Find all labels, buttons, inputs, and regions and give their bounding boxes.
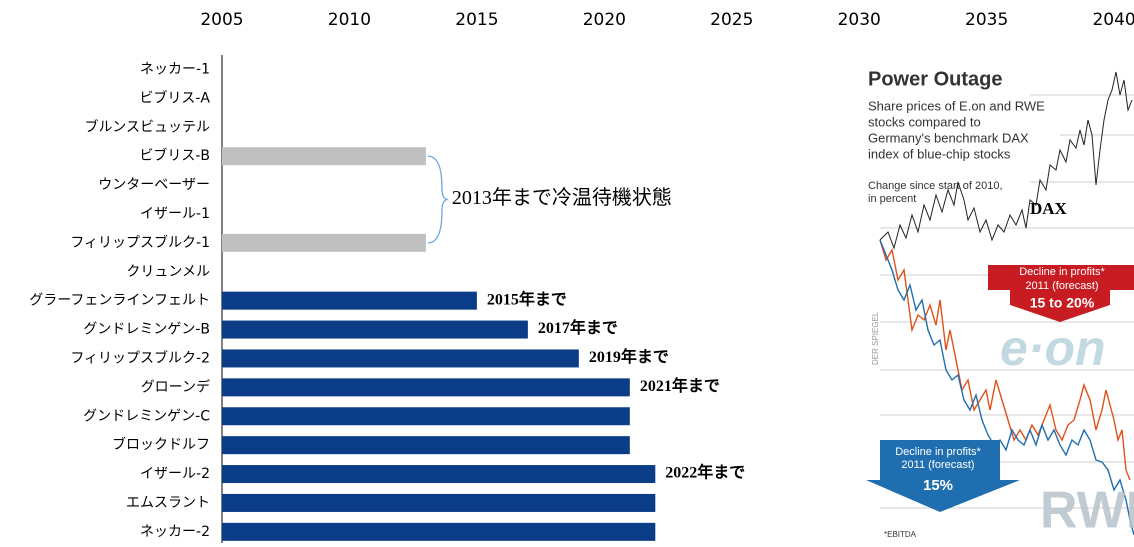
bar xyxy=(222,407,630,426)
x-tick-label: 2010 xyxy=(328,10,371,30)
inset-unit: in percent xyxy=(868,193,916,205)
y-tick-label: ウンターベーザー xyxy=(98,177,210,193)
rwe-arrow xyxy=(866,440,1020,512)
rwe-line xyxy=(879,239,1134,536)
eon-arrow xyxy=(988,265,1134,322)
rwe-logo: RWE xyxy=(1040,482,1134,540)
y-tick-label: ビブリス-B xyxy=(139,147,210,164)
bar xyxy=(222,465,656,484)
bar xyxy=(222,349,579,368)
inset-unit: Change since start of 2010, xyxy=(868,180,1003,192)
annotation-bracket xyxy=(427,155,448,244)
eon-logo: e·on xyxy=(1000,320,1106,376)
x-tick-label: 2025 xyxy=(710,10,753,30)
value-label: 2019年まで xyxy=(589,347,669,366)
eon-box-text: 15 to 20% xyxy=(1030,295,1095,311)
inset-title: Power Outage xyxy=(868,68,1002,90)
y-tick-label: イザール-2 xyxy=(140,466,210,482)
value-label: 2022年まで xyxy=(665,463,745,482)
y-tick-label: イザール-1 xyxy=(140,206,210,222)
y-tick-label: グラーフェンラインフェルト xyxy=(29,293,210,309)
value-label: 2017年まで xyxy=(538,318,618,337)
bar xyxy=(222,436,630,455)
bar xyxy=(222,493,656,512)
y-tick-label: クリュンメル xyxy=(126,264,210,280)
rwe-box-text: Decline in profits* xyxy=(895,446,981,458)
value-label: 2021年まで xyxy=(640,376,720,395)
y-tick-label: エムスラント xyxy=(126,495,210,511)
dax-label: DAX xyxy=(1030,199,1068,218)
inset-source: DER SPIEGEL xyxy=(871,311,880,365)
bar xyxy=(222,147,426,166)
y-tick-label: ブロックドルフ xyxy=(112,436,210,453)
y-tick-label: グローンデ xyxy=(141,378,210,395)
y-tick-label: ビブリス-A xyxy=(139,89,210,106)
rwe-box-text: 15% xyxy=(923,477,953,494)
annotation: 2013年まで冷温待機状態 xyxy=(452,186,672,209)
inset-subtitle: Germany's benchmark DAX xyxy=(868,130,1029,145)
inset-image: Power Outage Share prices of E.on and RWE… xyxy=(862,62,1134,543)
x-tick-label: 2035 xyxy=(965,10,1008,30)
bar xyxy=(222,233,426,252)
y-tick-label: フィリップスブルク-2 xyxy=(70,349,210,366)
eon-box-text: 2011 (forecast) xyxy=(1025,280,1098,292)
bar xyxy=(222,378,630,397)
bar xyxy=(222,320,528,339)
dax-line xyxy=(879,71,1133,250)
eon-box-text: Decline in profits* xyxy=(1019,266,1105,278)
y-tick-label: グンドレミンゲン-C xyxy=(83,408,210,424)
value-label: 2015年まで xyxy=(487,289,567,308)
bar xyxy=(222,291,477,310)
x-tick-label: 2005 xyxy=(200,10,243,30)
y-tick-label: グンドレミンゲン-B xyxy=(83,322,210,338)
y-tick-label: ネッカー-2 xyxy=(140,524,210,540)
inset-subtitle: index of blue-chip stocks xyxy=(868,146,1011,161)
y-tick-label: ネッカー-1 xyxy=(140,61,210,77)
inset-footnote: *EBITDA xyxy=(884,530,917,539)
rwe-box-text: 2011 (forecast) xyxy=(901,459,974,471)
y-tick-label: フィリップスブルク-1 xyxy=(70,234,210,251)
inset-subtitle: stocks compared to xyxy=(868,114,981,129)
x-tick-label: 2030 xyxy=(838,10,881,30)
y-tick-label: ブルンスビュッテル xyxy=(85,118,210,135)
eon-line xyxy=(879,239,1131,481)
x-tick-label: 2015 xyxy=(455,10,498,30)
bar xyxy=(222,522,656,541)
inset-subtitle: Share prices of E.on and RWE xyxy=(868,98,1045,113)
x-tick-label: 2020 xyxy=(583,10,626,30)
x-tick-label: 2040 xyxy=(1092,10,1134,30)
